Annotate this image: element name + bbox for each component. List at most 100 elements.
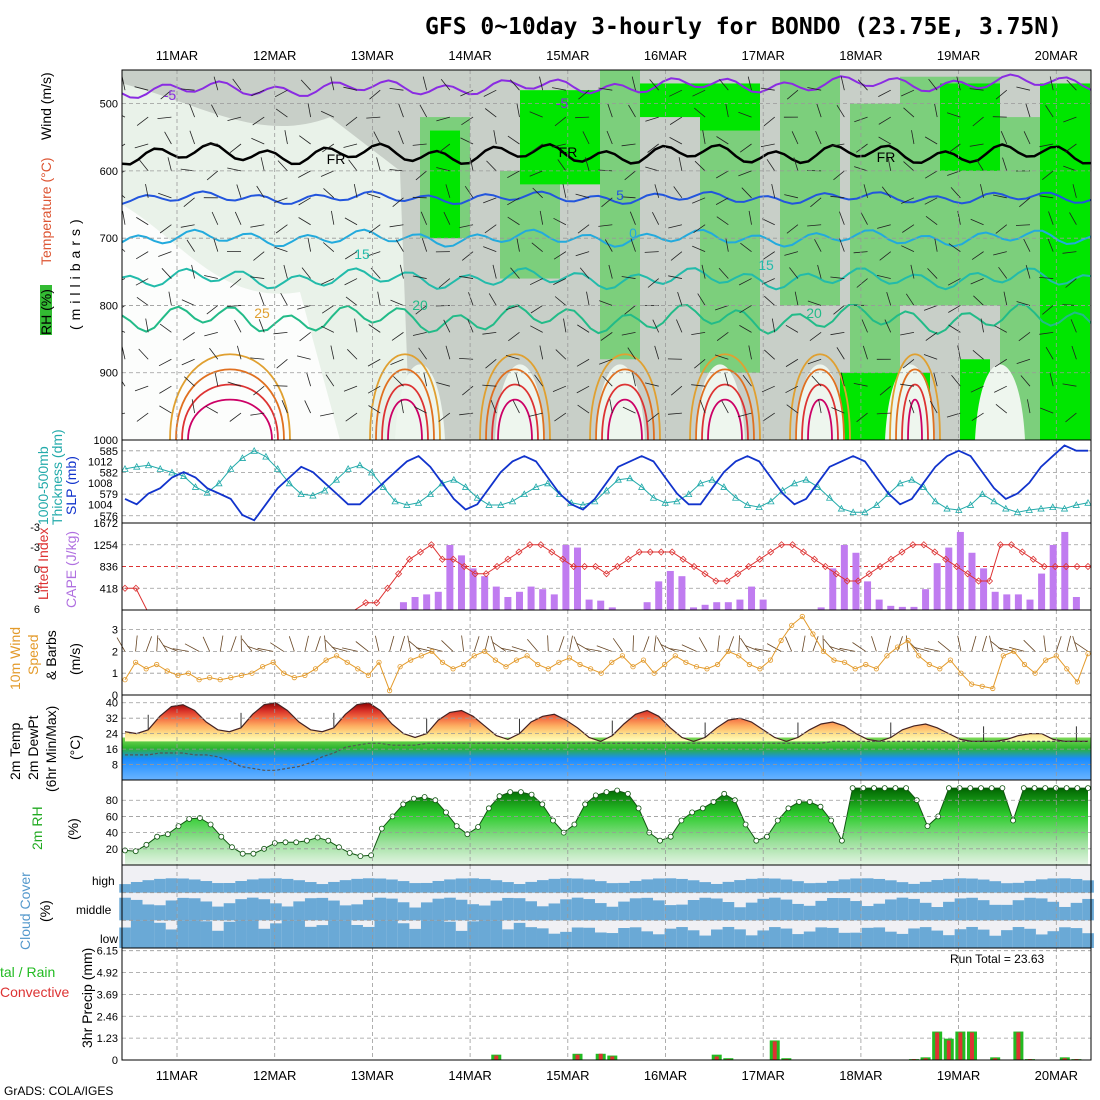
wind-barb xyxy=(515,372,520,387)
wind-barb xyxy=(230,278,242,288)
cloud-bar xyxy=(560,899,572,921)
cloud-bar xyxy=(386,920,398,948)
cape-bar xyxy=(597,600,605,610)
wind-barb xyxy=(739,305,752,314)
li-line xyxy=(125,544,1088,611)
thickness-point xyxy=(262,452,270,460)
precip-tick: 6.15 xyxy=(97,946,118,958)
wind-barb xyxy=(924,170,938,179)
li-point xyxy=(1062,562,1070,571)
wind-speed-point xyxy=(1000,653,1006,659)
surface-wind-barb xyxy=(1043,635,1047,652)
li-point xyxy=(767,548,775,556)
cloud-bar xyxy=(397,923,410,948)
surface-wind-barb xyxy=(596,645,612,652)
cape-bar xyxy=(864,581,872,610)
wind-barb xyxy=(186,239,195,252)
thickness-point xyxy=(978,490,986,498)
wind-speed-point xyxy=(1085,650,1091,657)
cloud-bar xyxy=(281,920,294,948)
cloud-bar xyxy=(676,878,688,893)
thickness-point xyxy=(297,490,305,498)
li-point xyxy=(405,555,414,563)
contour-label: 5 xyxy=(616,187,624,203)
cloud-bar xyxy=(571,927,584,948)
wind-barb xyxy=(345,116,358,127)
cloud-bar xyxy=(490,900,503,921)
wind-barb xyxy=(1065,278,1077,288)
cloud-bar xyxy=(467,878,479,893)
surface-wind-barb xyxy=(717,635,720,652)
thickness-point xyxy=(168,468,176,476)
wind-barb xyxy=(748,210,752,225)
upper-ytick: 900 xyxy=(100,368,118,380)
cloud-bar xyxy=(734,929,746,948)
wind-speed-point xyxy=(185,670,192,676)
wind-barb xyxy=(762,412,775,422)
wind-barb xyxy=(632,372,636,387)
surface-wind-barb xyxy=(375,635,380,652)
cloud-bar xyxy=(583,927,595,948)
cloud-bar xyxy=(792,934,804,948)
wind-barb xyxy=(908,399,915,414)
wind-barb xyxy=(584,157,590,172)
wind-barb xyxy=(993,251,1007,256)
cloud-bar xyxy=(212,906,224,921)
thickness-point xyxy=(273,465,282,472)
wind-barb xyxy=(622,406,636,414)
wind-barb xyxy=(436,382,450,387)
wind-barb xyxy=(191,264,196,279)
wind-barb xyxy=(598,169,613,172)
cape-bar xyxy=(933,563,941,610)
cloud-bar xyxy=(444,921,456,948)
surface-wind-barb xyxy=(331,646,348,652)
wind-barb xyxy=(702,130,706,145)
wind-barb xyxy=(552,143,566,148)
li-point xyxy=(1040,562,1048,571)
wind-barb xyxy=(468,292,474,306)
cloud-bar xyxy=(943,901,955,921)
wind-barb xyxy=(924,197,938,205)
surface-wind-barb xyxy=(913,646,930,652)
cloud-bar xyxy=(1024,928,1036,948)
cloud-bar xyxy=(351,924,363,948)
cloud-bar xyxy=(606,883,619,893)
cloud-bar xyxy=(664,878,677,893)
cloud-bar xyxy=(339,905,352,921)
wind-barb xyxy=(158,251,172,257)
wind-barb xyxy=(321,305,335,314)
rh-point xyxy=(143,841,150,848)
wind-barb xyxy=(576,385,590,394)
label-cloud-unit: (%) xyxy=(37,900,53,922)
cloud-bar xyxy=(908,883,920,893)
wind-barb xyxy=(532,187,543,199)
rh-point xyxy=(132,848,139,855)
wind-barb xyxy=(414,406,427,414)
wind-barb xyxy=(818,399,822,414)
wind-barb xyxy=(970,218,984,226)
wind-barb xyxy=(715,170,729,179)
precip-convective-bar xyxy=(1016,1032,1021,1060)
cloud-bar xyxy=(444,879,456,893)
cloud-bar xyxy=(130,920,143,948)
thickness-point xyxy=(426,490,435,498)
wind-speed-point xyxy=(1074,679,1081,685)
surface-wind-barb xyxy=(230,636,237,652)
li-point xyxy=(668,548,676,556)
rh-point xyxy=(999,785,1006,791)
wind-barb xyxy=(994,325,1007,333)
wind-barb xyxy=(794,291,799,306)
li-point xyxy=(865,570,873,578)
surface-wind-barb xyxy=(342,647,358,652)
wind-barb xyxy=(159,323,172,333)
wind-speed-point xyxy=(1021,661,1028,668)
wind-speed-point xyxy=(249,670,255,676)
isotherm-warm xyxy=(181,383,279,440)
rh-point xyxy=(346,850,353,856)
cloud-bar xyxy=(200,901,213,921)
cloud-bar xyxy=(316,884,329,893)
wind-speed-point xyxy=(133,659,139,665)
cloud-bar xyxy=(687,930,700,948)
surface-wind-barb xyxy=(408,640,422,652)
cloud-bar xyxy=(873,927,886,948)
